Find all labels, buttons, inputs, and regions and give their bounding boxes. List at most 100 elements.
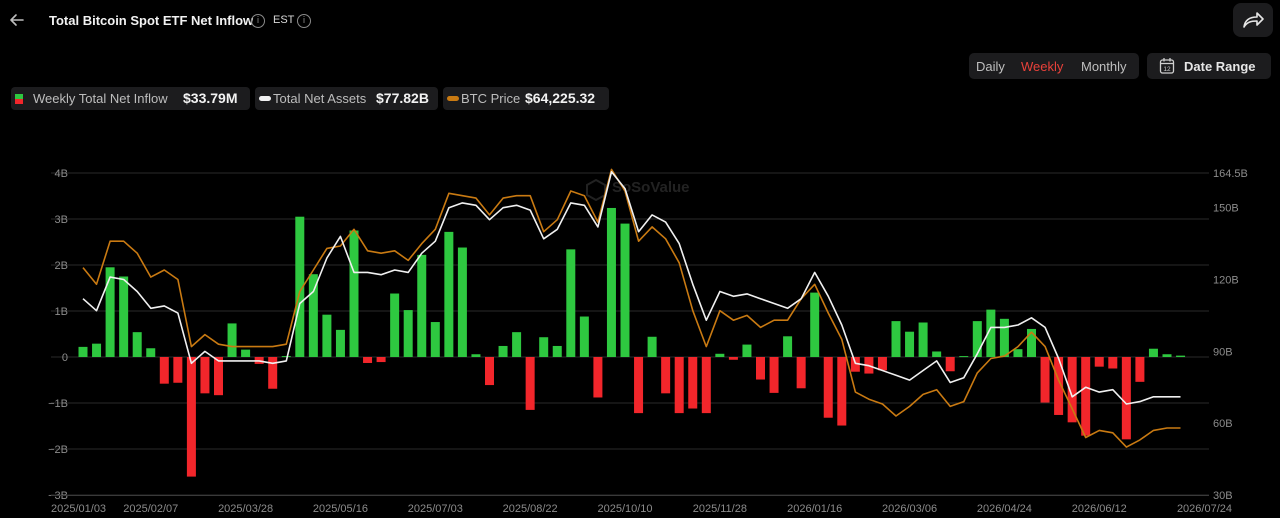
inflow-bar[interactable] bbox=[159, 357, 169, 384]
legend-inflow[interactable]: Weekly Total Net Inflow $33.79M bbox=[11, 87, 250, 110]
inflow-bar[interactable] bbox=[606, 207, 616, 357]
title-info-icon[interactable]: i bbox=[251, 14, 265, 28]
inflow-bar[interactable] bbox=[430, 322, 440, 357]
inflow-bar[interactable] bbox=[810, 292, 820, 357]
inflow-bar[interactable] bbox=[1027, 328, 1036, 357]
inflow-bar[interactable] bbox=[295, 216, 305, 357]
inflow-bar[interactable] bbox=[647, 336, 657, 357]
inflow-bar[interactable] bbox=[701, 357, 711, 414]
inflow-bar[interactable] bbox=[850, 357, 860, 372]
timezone-info-icon[interactable]: i bbox=[297, 14, 311, 28]
inflow-bar[interactable] bbox=[186, 357, 196, 477]
inflow-bar[interactable] bbox=[146, 348, 156, 357]
inflow-bar[interactable] bbox=[1067, 357, 1077, 423]
legend-price[interactable]: BTC Price $64,225.32 bbox=[443, 87, 609, 110]
inflow-bar[interactable] bbox=[512, 332, 522, 357]
inflow-bar[interactable] bbox=[308, 274, 318, 357]
inflow-bar[interactable] bbox=[349, 230, 359, 358]
inflow-bar[interactable] bbox=[552, 345, 562, 357]
inflow-bar[interactable] bbox=[322, 314, 332, 357]
inflow-bar[interactable] bbox=[756, 357, 765, 380]
inflow-bar[interactable] bbox=[173, 357, 183, 383]
inflow-bar[interactable] bbox=[485, 357, 494, 386]
chart-watermark: SoSoValue bbox=[586, 178, 690, 202]
inflow-bar[interactable] bbox=[837, 357, 847, 426]
inflow-bar[interactable] bbox=[417, 254, 427, 357]
inflow-bar[interactable] bbox=[742, 344, 752, 357]
inflow-bar[interactable] bbox=[1121, 357, 1131, 440]
inflow-bar[interactable] bbox=[444, 231, 454, 357]
inflow-bar[interactable] bbox=[999, 318, 1009, 357]
inflow-bar[interactable] bbox=[620, 223, 630, 357]
legend-assets-label: Total Net Assets bbox=[273, 91, 367, 106]
inflow-bar[interactable] bbox=[986, 309, 996, 357]
inflow-bar[interactable] bbox=[945, 357, 955, 372]
inflow-bar[interactable] bbox=[200, 357, 210, 394]
inflow-bar[interactable] bbox=[918, 322, 928, 358]
inflow-bar[interactable] bbox=[661, 357, 671, 394]
inflow-bar[interactable] bbox=[78, 346, 88, 357]
inflow-bar[interactable] bbox=[783, 336, 793, 357]
legend-assets[interactable]: Total Net Assets $77.82B bbox=[255, 87, 438, 110]
inflow-legend-icon bbox=[15, 94, 23, 104]
inflow-bar[interactable] bbox=[471, 354, 481, 357]
inflow-bar[interactable] bbox=[593, 357, 603, 398]
date-range-button[interactable]: 12 Date Range bbox=[1147, 53, 1271, 79]
period-daily[interactable]: Daily bbox=[976, 59, 1005, 74]
x-axis: 2025/01/03 2025/02/07 2025/03/28 2025/05/16… bbox=[51, 495, 1232, 515]
inflow-bar[interactable] bbox=[268, 357, 278, 389]
inflow-bar[interactable] bbox=[227, 323, 237, 357]
inflow-bar[interactable] bbox=[335, 329, 345, 357]
inflow-bar[interactable] bbox=[959, 356, 969, 358]
inflow-bar[interactable] bbox=[728, 357, 738, 360]
inflow-bar[interactable] bbox=[132, 332, 142, 357]
inflow-bar[interactable] bbox=[1013, 349, 1023, 357]
inflow-bar[interactable] bbox=[823, 357, 833, 418]
inflow-bar[interactable] bbox=[1094, 357, 1104, 367]
inflow-bar[interactable] bbox=[1054, 357, 1064, 415]
inflow-bar[interactable] bbox=[525, 357, 535, 410]
inflow-bar[interactable] bbox=[1135, 357, 1145, 382]
inflow-bar[interactable] bbox=[715, 353, 725, 357]
inflow-bar[interactable] bbox=[566, 249, 576, 357]
inflow-bar[interactable] bbox=[932, 351, 942, 357]
inflow-bar[interactable] bbox=[1081, 357, 1091, 436]
inflow-bar[interactable] bbox=[241, 349, 251, 357]
inflow-bar[interactable] bbox=[877, 357, 887, 371]
inflow-bar[interactable] bbox=[281, 356, 291, 358]
inflow-bar[interactable] bbox=[905, 331, 915, 357]
inflow-bar[interactable] bbox=[579, 316, 589, 357]
inflow-bar[interactable] bbox=[376, 357, 386, 363]
x-tick-label: 2025/05/16 bbox=[313, 503, 368, 515]
x-tick-label: 2025/01/03 bbox=[51, 503, 106, 515]
inflow-bar[interactable] bbox=[457, 247, 467, 357]
inflow-bar[interactable] bbox=[1162, 354, 1172, 357]
inflow-bar[interactable] bbox=[634, 357, 644, 414]
inflow-bar[interactable] bbox=[1040, 357, 1050, 403]
inflow-bar[interactable] bbox=[363, 357, 373, 363]
inflow-bar[interactable] bbox=[105, 267, 115, 357]
inflow-bar[interactable] bbox=[972, 321, 982, 357]
inflow-bar[interactable] bbox=[688, 357, 698, 409]
inflow-bar[interactable] bbox=[891, 321, 901, 357]
share-button[interactable] bbox=[1233, 3, 1273, 37]
inflow-bar[interactable] bbox=[796, 357, 806, 389]
inflow-bar[interactable] bbox=[214, 357, 223, 396]
inflow-bar[interactable] bbox=[769, 357, 779, 393]
inflow-bar[interactable] bbox=[1176, 355, 1186, 357]
inflow-bar[interactable] bbox=[403, 310, 413, 357]
inflow-bar[interactable] bbox=[498, 345, 508, 357]
calendar-icon: 12 bbox=[1159, 58, 1175, 74]
inflow-bar[interactable] bbox=[390, 293, 400, 357]
inflow-bar[interactable] bbox=[674, 357, 684, 414]
back-button[interactable] bbox=[6, 9, 28, 31]
inflow-bar[interactable] bbox=[539, 337, 549, 357]
inflow-bar[interactable] bbox=[119, 276, 129, 358]
period-weekly[interactable]: Weekly bbox=[1021, 59, 1064, 74]
inflow-bar[interactable] bbox=[1148, 348, 1158, 357]
inflow-bar[interactable] bbox=[1108, 357, 1118, 369]
arrow-left-icon bbox=[10, 14, 24, 26]
period-monthly[interactable]: Monthly bbox=[1081, 59, 1127, 74]
inflow-bar[interactable] bbox=[92, 343, 102, 357]
